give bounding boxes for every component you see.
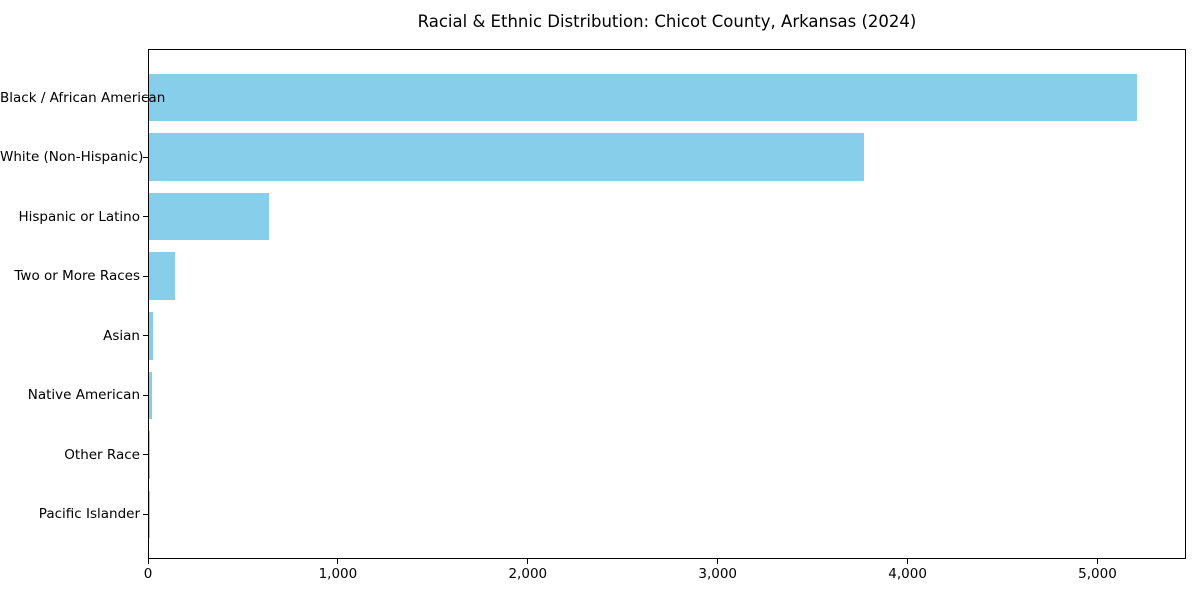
x-tick-label: 0 xyxy=(143,566,153,582)
x-tick-mark xyxy=(527,559,529,564)
y-tick-mark xyxy=(143,216,148,218)
y-tick-mark xyxy=(143,156,148,158)
x-tick-label: 2,000 xyxy=(508,566,548,582)
x-tick-mark xyxy=(337,559,339,564)
bar-two-or-more-races xyxy=(149,252,176,300)
bar-asian xyxy=(149,311,154,360)
y-tick-label: Hispanic or Latino xyxy=(18,208,140,225)
y-tick-label: White (Non-Hispanic) xyxy=(0,149,144,166)
y-tick-mark xyxy=(143,275,148,277)
y-tick-label: Native American xyxy=(27,387,140,404)
y-tick-mark xyxy=(143,513,148,515)
bar-hispanic-or-latino xyxy=(149,192,269,241)
y-tick-label: Asian xyxy=(103,327,140,344)
bar-other-race xyxy=(149,431,151,479)
x-tick-label: 5,000 xyxy=(1078,566,1117,582)
y-tick-label: Other Race xyxy=(64,446,140,463)
y-tick-label: Pacific Islander xyxy=(38,506,140,523)
chart-title: Racial & Ethnic Distribution: Chicot Cou… xyxy=(417,12,917,31)
x-tick-label: 1,000 xyxy=(318,566,358,582)
x-tick-label: 4,000 xyxy=(888,566,927,582)
y-tick-mark xyxy=(143,335,148,337)
y-tick-mark xyxy=(143,454,148,456)
y-tick-label: Two or More Races xyxy=(14,268,140,285)
plot-area xyxy=(148,49,1186,559)
x-tick-mark xyxy=(907,559,909,564)
y-tick-label: Black / African American xyxy=(0,89,166,106)
bar-native-american xyxy=(149,371,153,420)
bar-black-african-american xyxy=(149,73,1138,122)
x-tick-label: 3,000 xyxy=(698,566,738,582)
y-tick-mark xyxy=(143,394,148,396)
x-tick-mark xyxy=(147,559,149,564)
y-tick-mark xyxy=(143,97,148,98)
x-tick-mark xyxy=(717,559,719,564)
bar-white-non-hispanic xyxy=(149,133,864,181)
x-tick-mark xyxy=(1097,559,1098,564)
